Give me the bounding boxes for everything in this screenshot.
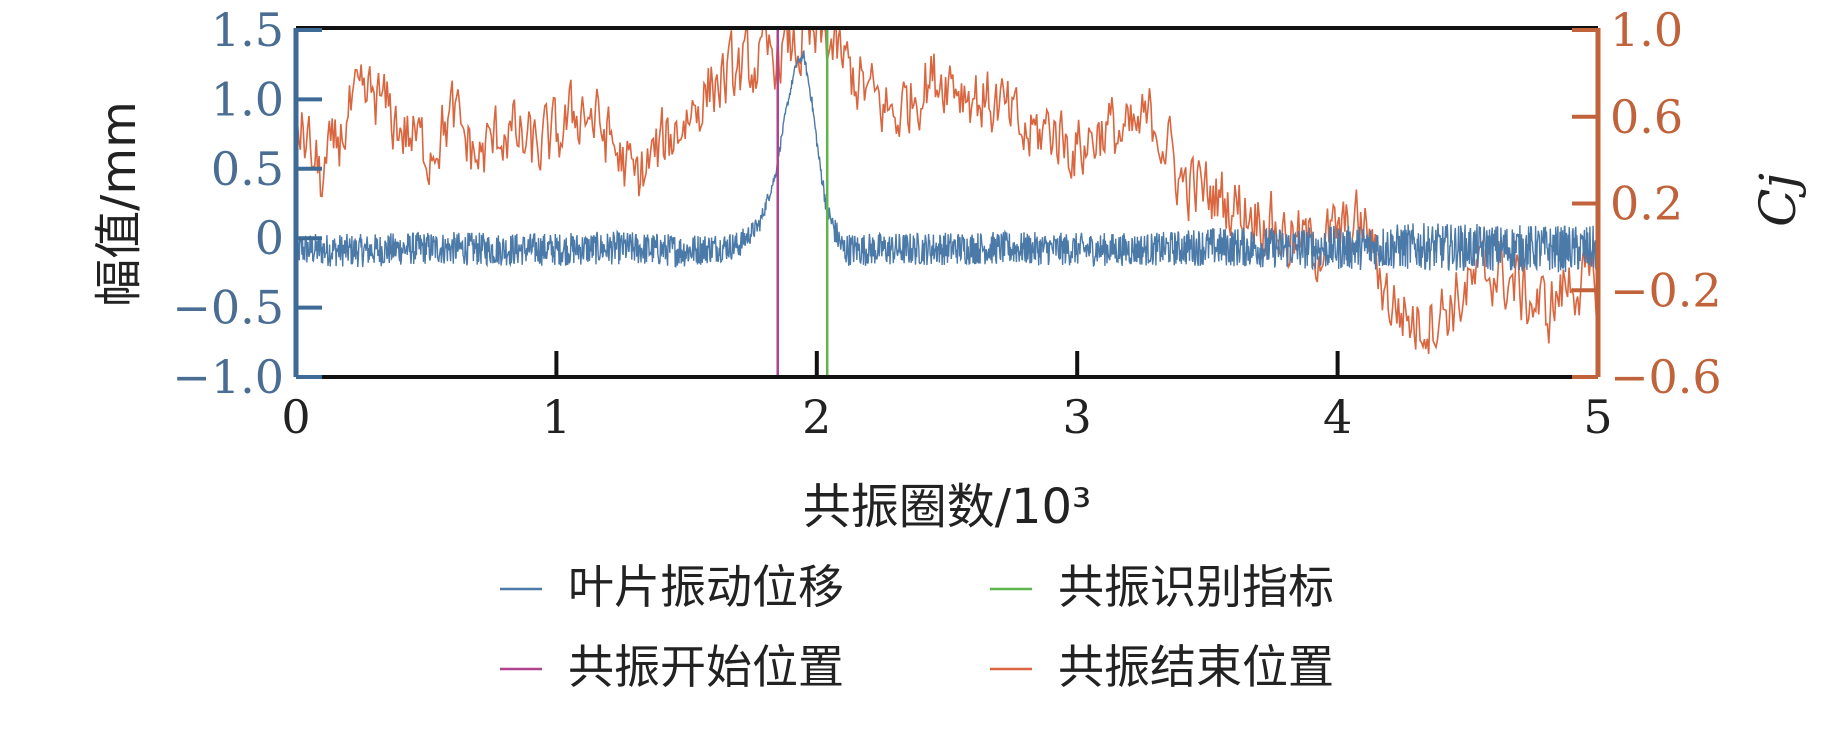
y-axis-right-title: Cj [1749,173,1807,227]
y-left-tick-label: 0.5 [211,142,284,196]
x-axis-title: 共振圈数/10³ [803,479,1092,535]
x-tick-label: 0 [281,390,310,444]
ticks [296,28,1598,379]
x-tick-label: 4 [1323,390,1352,444]
y-left-tick-label: −1.0 [172,350,284,404]
y-right-tick-label: −0.2 [1610,263,1722,317]
y-axis-left-title: 幅值/mm [91,101,147,307]
x-tick-label: 1 [542,390,571,444]
y-left-tick-label: 0 [255,211,284,265]
x-tick-label: 3 [1063,390,1092,444]
x-tick-label: 5 [1583,390,1612,444]
y-right-tick-label: 0.2 [1610,177,1683,231]
series-line-displacement [296,49,1598,273]
legend-label: 共振结束位置 [1058,640,1334,694]
y-right-tick-label: 1.0 [1610,3,1683,57]
marker-lines [776,30,829,377]
x-tick-label: 2 [802,390,831,444]
y-right-tick-label: 0.6 [1610,90,1683,144]
y-left-tick-label: 1.5 [211,3,284,57]
series-line-indicator [296,30,1598,354]
y-right-tick-label: −0.6 [1610,350,1722,404]
tick-labels: 0 1 2 3 4 5 −1.0 −0.5 0 0.5 1.0 1.5 −0.6 −0.2 0.2 0.6 1.… [172,3,1721,444]
legend-label: 共振开始位置 [568,640,844,694]
series-layer [296,30,1598,354]
legend-label: 叶片振动位移 [568,560,844,614]
legend-label: 共振识别指标 [1058,560,1334,614]
y-left-tick-label: 1.0 [211,72,284,126]
y-left-tick-label: −0.5 [172,281,284,335]
